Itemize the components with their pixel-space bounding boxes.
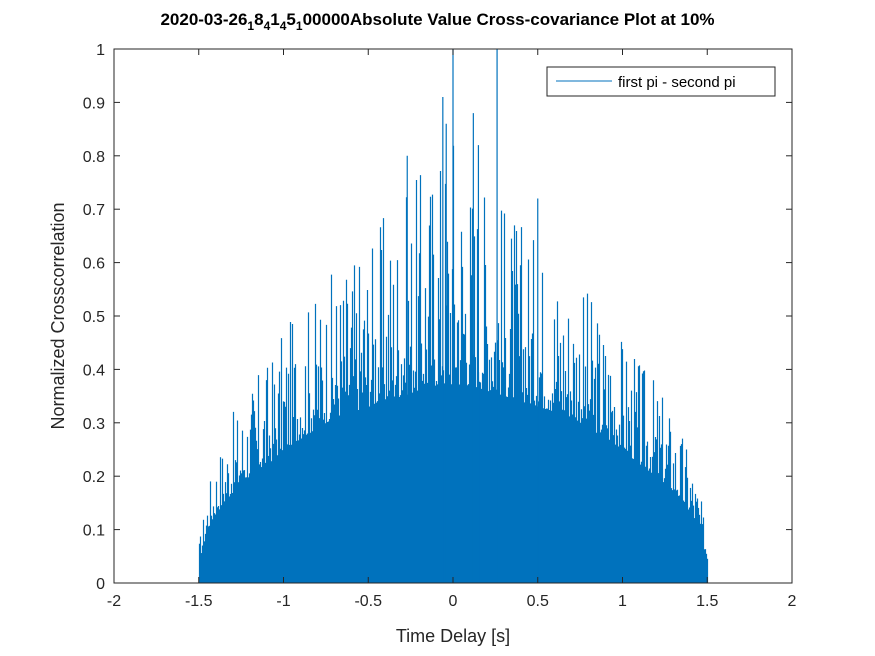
x-axis-ticks: -2 -1.5 -1 -0.5 0 0.5 1 1.5 2: [107, 49, 797, 610]
chart-title-part: 1: [270, 10, 280, 29]
y-tick-label: 1: [96, 42, 105, 59]
y-axis-ticks: 0 0.1 0.2 0.3 0.4 0.5 0.6 0.7 0.8 0.9 1: [83, 42, 792, 593]
y-tick-label: 0.6: [83, 256, 105, 273]
y-tick-label: 0.2: [83, 469, 105, 486]
chart-title-part: 8: [254, 10, 264, 29]
y-tick-label: 0.1: [83, 523, 105, 540]
y-tick-label: 0: [96, 576, 105, 593]
y-axis-label: Normalized Crosscorrelation: [48, 202, 68, 429]
data-series-bars: [198, 145, 709, 583]
x-tick-label: -2: [107, 593, 121, 610]
x-tick-label: -1: [276, 593, 290, 610]
x-tick-label: 0: [449, 593, 458, 610]
chart-title-part: 1: [295, 19, 303, 33]
chart-title-part: 2020-03-26: [160, 10, 248, 29]
legend: first pi - second pi: [546, 66, 776, 97]
x-tick-label: 2: [788, 593, 797, 610]
legend-series-label: first pi - second pi: [618, 74, 736, 91]
data-series-spikes: [406, 49, 539, 583]
chart-title-part: 5: [286, 10, 296, 29]
x-tick-label: 1.5: [696, 593, 718, 610]
x-tick-label: 0.5: [527, 593, 549, 610]
y-tick-label: 0.4: [83, 362, 105, 379]
x-tick-label: -0.5: [354, 593, 382, 610]
legend-box: [546, 66, 776, 97]
y-tick-label: 0.8: [83, 149, 105, 166]
x-axis-label: Time Delay [s]: [396, 626, 510, 646]
chart-title-part: 1: [247, 19, 255, 33]
y-tick-label: 0.7: [83, 202, 105, 219]
chart-title-part: 00000Absolute Value Cross-covariance Plo…: [302, 10, 715, 29]
chart-title-part: 4: [263, 19, 271, 33]
chart-title: 2020-03-26184145100000Absolute Value Cro…: [0, 10, 875, 33]
chart-title-part: 4: [279, 19, 287, 33]
x-tick-label: 1: [618, 593, 627, 610]
x-tick-label: -1.5: [185, 593, 213, 610]
y-tick-label: 0.5: [83, 309, 105, 326]
y-tick-label: 0.9: [83, 95, 105, 112]
y-tick-label: 0.3: [83, 416, 105, 433]
